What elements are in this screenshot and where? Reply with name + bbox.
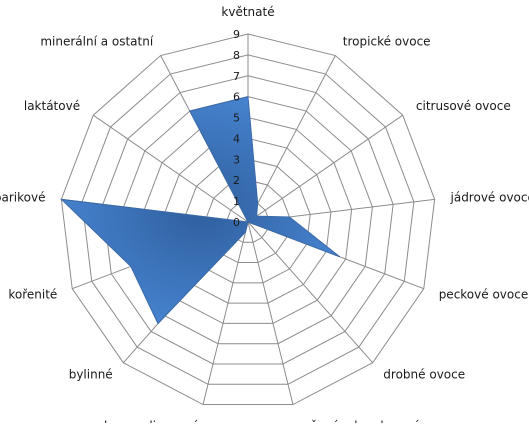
tick-label-3: 3 xyxy=(233,153,240,166)
category-label-11: laktátové xyxy=(24,99,80,113)
tick-label-8: 8 xyxy=(233,49,240,62)
tick-label-6: 6 xyxy=(233,91,240,104)
tick-label-4: 4 xyxy=(233,132,240,145)
tick-label-5: 5 xyxy=(233,112,240,125)
spoke-6 xyxy=(248,222,293,405)
category-label-3: jádrové ovoce xyxy=(450,190,529,204)
tick-label-0: 0 xyxy=(233,216,240,229)
tick-label-7: 7 xyxy=(233,70,240,83)
category-label-9: kořenité xyxy=(8,287,57,301)
category-label-0: květnaté xyxy=(221,5,274,19)
tick-label-1: 1 xyxy=(233,195,240,208)
category-label-5: drobné ovoce xyxy=(383,368,465,382)
category-label-1: tropické ovoce xyxy=(343,34,431,48)
category-label-4: peckové ovoce xyxy=(439,287,529,301)
category-label-10: barikové xyxy=(0,190,46,204)
tick-label-9: 9 xyxy=(233,28,240,41)
category-label-2: citrusové ovoce xyxy=(416,99,511,113)
category-label-6: sušené a kandované ovoce xyxy=(297,419,460,423)
category-label-8: bylinné xyxy=(69,368,113,382)
spoke-1 xyxy=(248,56,335,222)
category-label-7: karamelizované xyxy=(104,419,199,423)
tick-label-2: 2 xyxy=(233,174,240,187)
category-label-12: minerální a ostatní xyxy=(40,34,154,48)
